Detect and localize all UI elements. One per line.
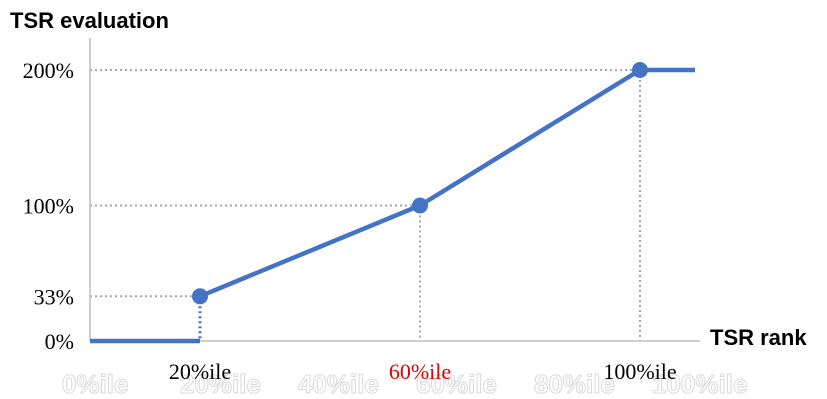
x-axis-title: TSR rank	[710, 325, 807, 350]
data-point	[632, 62, 648, 78]
data-point	[412, 197, 428, 214]
y-tick-label: 33%	[34, 284, 74, 309]
watermark-label: 80%ile	[534, 369, 615, 399]
watermark-label: 40%ile	[298, 369, 379, 399]
x-tick-label: 20%ile	[169, 359, 231, 384]
watermark-label: 0%ile	[62, 369, 129, 399]
x-tick-label: 60%ile	[389, 359, 451, 384]
x-tick-label: 100%ile	[603, 359, 676, 384]
series-layer	[90, 62, 695, 344]
tick-labels: 0% 33% 100% 200% 20%ile 60%ile 100%ile	[23, 58, 677, 384]
y-tick-label: 100%	[23, 194, 74, 219]
data-point	[192, 288, 208, 305]
y-tick-label: 0%	[45, 329, 74, 354]
watermark-label: 60%ile	[416, 369, 497, 399]
y-axis-title: TSR evaluation	[10, 8, 169, 33]
guide-lines	[90, 69, 641, 341]
series-line	[199, 67, 695, 299]
watermark-layer: 0%ile 20%ile 40%ile 60%ile 80%ile 100%ile	[62, 369, 748, 399]
watermark-label: 20%ile	[180, 369, 261, 399]
y-tick-label: 200%	[23, 58, 74, 83]
watermark-label: 100%ile	[652, 369, 747, 399]
